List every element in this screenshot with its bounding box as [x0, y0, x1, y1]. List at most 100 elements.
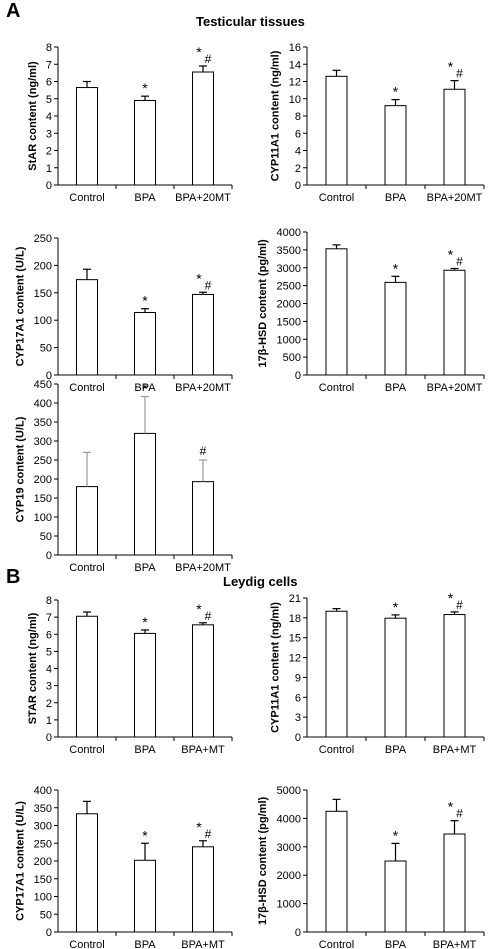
panel-b-title: Leydig cells	[223, 574, 298, 589]
significance-hash: #	[205, 52, 212, 66]
chart-9: 0 1000 2000 3000 4000 5000 17β-HSD content (pg…	[257, 785, 485, 949]
chart-5: 0 50 100 150 200 250 300 350 400 450 CYP19 content…	[14, 379, 233, 574]
y-axis-label: StAR content (ng/ml)	[27, 61, 39, 171]
y-tick-label: 250	[34, 233, 52, 245]
chart-2: 0 2 4 6 8 10 12 14 16 CYP11A1 content (ng/ml) Cont…	[270, 42, 485, 204]
y-tick-label: 250	[34, 838, 52, 850]
bar	[76, 486, 98, 556]
significance-star: *	[196, 270, 202, 286]
y-tick-label: 4	[46, 664, 52, 676]
significance-star: *	[196, 601, 202, 617]
bar	[192, 293, 214, 376]
x-tick-label: BPA+20MT	[175, 562, 231, 574]
x-tick-label: Control	[69, 562, 104, 574]
bar	[76, 615, 98, 738]
x-tick-label: BPA	[385, 382, 407, 394]
y-tick-label: 200	[34, 260, 52, 272]
x-tick-label: BPA+MT	[181, 939, 225, 949]
bar	[325, 248, 348, 376]
bar	[76, 279, 98, 376]
y-tick-label: 16	[289, 42, 301, 54]
bar	[76, 87, 98, 186]
y-tick-label: 8	[46, 42, 52, 54]
y-tick-label: 5	[46, 94, 52, 106]
significance-star: *	[393, 827, 399, 843]
y-tick-label: 21	[289, 593, 301, 605]
y-tick-label: 2000	[277, 870, 301, 882]
significance-star: *	[393, 84, 399, 100]
x-tick-label: BPA+20MT	[427, 192, 483, 204]
y-tick-label: 150	[34, 288, 52, 300]
significance-hash: #	[456, 67, 463, 81]
x-tick-label: Control	[319, 382, 354, 394]
y-axis-label: CYP19 content (U/L)	[14, 416, 26, 522]
x-tick-label: BPA	[134, 939, 156, 949]
y-tick-label: 0	[295, 370, 301, 382]
y-axis-label: CYP11A1 content (ng/ml)	[270, 50, 282, 181]
x-tick-label: BPA+MT	[181, 744, 225, 756]
y-tick-label: 0	[46, 927, 52, 939]
bar	[134, 859, 156, 933]
significance-star: *	[448, 59, 454, 75]
y-tick-label: 200	[34, 474, 52, 486]
y-tick-label: 8	[46, 595, 52, 607]
y-tick-label: 3	[46, 681, 52, 693]
significance-hash: #	[205, 609, 212, 623]
y-tick-label: 1	[46, 715, 52, 727]
y-tick-label: 350	[34, 803, 52, 815]
y-tick-label: 10	[289, 94, 301, 106]
y-tick-label: 18	[289, 613, 301, 625]
y-tick-label: 500	[283, 352, 301, 364]
significance-star: *	[448, 590, 454, 606]
y-tick-label: 200	[34, 856, 52, 868]
bar	[384, 860, 407, 933]
panel-a-title: Testicular tissues	[196, 14, 305, 29]
bar	[134, 432, 156, 556]
chart-3: 0 50 100 150 200 250 CYP17A1 content (U/L) Cont…	[14, 233, 233, 394]
y-tick-label: 50	[40, 909, 52, 921]
bar	[325, 810, 348, 933]
x-tick-label: BPA	[134, 562, 156, 574]
x-tick-label: BPA+MT	[433, 939, 477, 949]
y-tick-label: 100	[34, 315, 52, 327]
y-tick-label: 350	[34, 417, 52, 429]
bar	[192, 624, 214, 738]
significance-hash: #	[200, 444, 207, 458]
y-tick-label: 12	[289, 653, 301, 665]
x-tick-label: BPA	[385, 939, 407, 949]
significance-star: *	[393, 260, 399, 276]
x-tick-label: Control	[319, 744, 354, 756]
significance-star: *	[142, 614, 148, 630]
y-tick-label: 6	[46, 629, 52, 641]
y-tick-label: 12	[289, 77, 301, 89]
significance-star: *	[196, 819, 202, 835]
y-tick-label: 0	[46, 732, 52, 744]
x-tick-label: Control	[319, 192, 354, 204]
x-tick-label: BPA	[134, 382, 156, 394]
y-tick-label: 7	[46, 612, 52, 624]
bar	[134, 99, 156, 186]
x-tick-label: BPA+MT	[433, 744, 477, 756]
x-tick-label: BPA	[134, 744, 156, 756]
y-tick-label: 6	[295, 692, 301, 704]
bar	[325, 610, 348, 738]
y-tick-label: 0	[46, 550, 52, 562]
y-tick-label: 400	[34, 398, 52, 410]
y-tick-label: 3000	[277, 842, 301, 854]
bar	[384, 105, 407, 186]
bar	[192, 71, 214, 186]
significance-hash: #	[205, 827, 212, 841]
bar	[325, 75, 348, 186]
y-tick-label: 450	[34, 379, 52, 391]
y-tick-label: 3000	[277, 263, 301, 275]
y-tick-label: 3500	[277, 245, 301, 257]
bar	[443, 269, 466, 376]
significance-star: *	[142, 80, 148, 96]
y-tick-label: 4000	[277, 813, 301, 825]
x-tick-label: Control	[69, 939, 104, 949]
bar	[384, 281, 407, 376]
bar	[192, 481, 214, 556]
y-tick-label: 6	[295, 128, 301, 140]
chart-4: 0 500 1000 1500 2000 2500 3000 3500 4000 17β-HSD …	[257, 227, 485, 394]
